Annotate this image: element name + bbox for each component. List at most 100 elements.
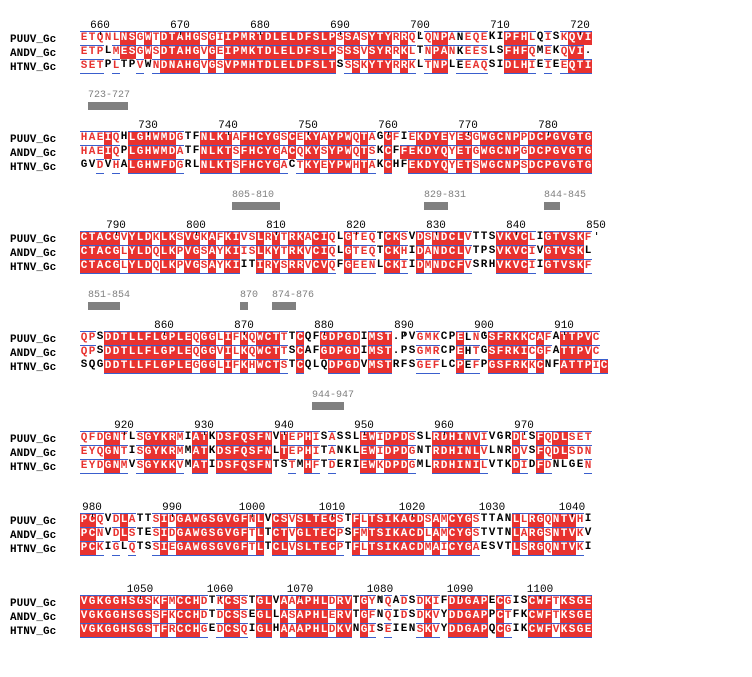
residue-cell: D	[384, 431, 392, 446]
residue-cell: S	[408, 609, 416, 622]
residue-cell: E	[464, 45, 472, 60]
residue-cell: A	[432, 527, 440, 542]
residue-cell: A	[208, 231, 216, 246]
residue-cell: Q	[536, 31, 544, 44]
residue-cell: S	[408, 359, 416, 372]
residue-cell: S	[296, 541, 304, 556]
residue-cell: T	[88, 245, 96, 260]
residue-cell: E	[464, 59, 472, 74]
residue-cell: Y	[376, 45, 384, 60]
ruler-row: 920930940950960970	[10, 410, 742, 432]
residue-cell: T	[248, 541, 256, 556]
residue-cell: T	[560, 513, 568, 528]
residue-cell: R	[504, 445, 512, 458]
residue-cell: K	[296, 245, 304, 260]
residue-cell: G	[504, 623, 512, 638]
residue-cell: L	[176, 359, 184, 374]
residue-cell: H	[80, 131, 88, 146]
residue-cell: M	[536, 45, 544, 58]
residue-cell: L	[120, 245, 128, 260]
residue-cell: C	[264, 331, 272, 346]
ruler-tick: 880	[314, 321, 334, 332]
residue-cell: H	[520, 59, 528, 74]
residue-cell: Q	[80, 431, 88, 446]
annotation-label: 874-876	[272, 291, 314, 301]
residue-cell: D	[144, 245, 152, 260]
ruler-tick: 950	[354, 421, 374, 432]
residue-cell: M	[296, 459, 304, 472]
residue-cell: L	[320, 595, 328, 610]
residue-cell: D	[416, 231, 424, 246]
residue-cell: K	[168, 609, 176, 624]
residue-cell: C	[224, 609, 232, 624]
alignment-block: 851-854870874-876860870880890900910PUUV_…	[10, 292, 742, 374]
residue-cell: E	[456, 131, 464, 146]
residue-cell: H	[520, 31, 528, 46]
ruler-tick: 710	[490, 21, 510, 32]
residue-cell: G	[360, 609, 368, 624]
alignment-block: 660670680690700710720PUUV_GcETQNLNSGWTDT…	[10, 10, 742, 74]
residue-cell: C	[296, 331, 304, 346]
ruler-tick: 940	[274, 421, 294, 432]
residue-cell: L	[160, 245, 168, 260]
residue-cell: S	[144, 609, 152, 624]
residue-cell: G	[112, 245, 120, 260]
residue-cell: Y	[128, 231, 136, 246]
residue-cell: D	[296, 59, 304, 74]
residue-cell: T	[416, 45, 424, 58]
residue-cell: Q	[248, 345, 256, 360]
residue-cell: S	[472, 259, 480, 272]
residue-cell: A	[208, 245, 216, 260]
ruler-tick: 820	[346, 221, 366, 232]
sequence-row: PUUV_GcQPSDDTLLFLGPLEQGGLIFKQWCTTTCQFGDP…	[10, 332, 742, 346]
residue-cell: L	[456, 231, 464, 246]
residue-cell: V	[224, 59, 232, 74]
residue-cell: V	[128, 459, 136, 472]
residue-cell: I	[232, 245, 240, 260]
residue-cell: L	[216, 331, 224, 346]
residue-cell: C	[448, 541, 456, 556]
residue-cell: D	[528, 145, 536, 160]
residue-cell: F	[304, 59, 312, 74]
residue-cell: N	[504, 513, 512, 526]
residue-cell: C	[384, 245, 392, 260]
residue-cell: E	[288, 431, 296, 446]
ruler-tick: 740	[218, 121, 238, 132]
residue-cell: V	[224, 541, 232, 556]
residue-cell: S	[96, 331, 104, 344]
residue-cell: D	[296, 31, 304, 46]
residue-cell: T	[272, 345, 280, 360]
residue-cell: C	[408, 541, 416, 556]
residue-cell: C	[272, 541, 280, 556]
residue-cell: L	[176, 345, 184, 360]
residue-cell: D	[160, 59, 168, 74]
residue-cell: L	[120, 541, 128, 554]
residue-cell: G	[112, 623, 120, 638]
residue-cell: T	[496, 459, 504, 472]
residue-cell: E	[296, 131, 304, 146]
residue-cell: V	[560, 159, 568, 174]
residue-cell: K	[408, 59, 416, 74]
residue-cell: I	[256, 259, 264, 274]
residue-cell: S	[488, 345, 496, 360]
residue-cell: S	[376, 623, 384, 636]
residue-cell: H	[120, 623, 128, 638]
ruler-tick: 730	[138, 121, 158, 132]
residue-cell: A	[96, 245, 104, 260]
residue-cell: H	[448, 459, 456, 474]
residue-cell: L	[464, 331, 472, 346]
residue-cell: M	[176, 431, 184, 446]
residue-cell: P	[448, 331, 456, 344]
residue-cell: G	[296, 527, 304, 542]
residue-cell: G	[104, 431, 112, 446]
ruler-tick: 840	[506, 221, 526, 232]
residue-cell: T	[272, 331, 280, 346]
residue-cell: G	[104, 609, 112, 624]
residue-cell: T	[200, 459, 208, 474]
residue-cell: F	[392, 131, 400, 146]
residue-cell: S	[232, 145, 240, 160]
residue-cell: T	[144, 513, 152, 526]
sequence-label: PUUV_Gc	[10, 335, 80, 346]
residue-cell: E	[352, 259, 360, 274]
residue-cell: R	[432, 445, 440, 460]
